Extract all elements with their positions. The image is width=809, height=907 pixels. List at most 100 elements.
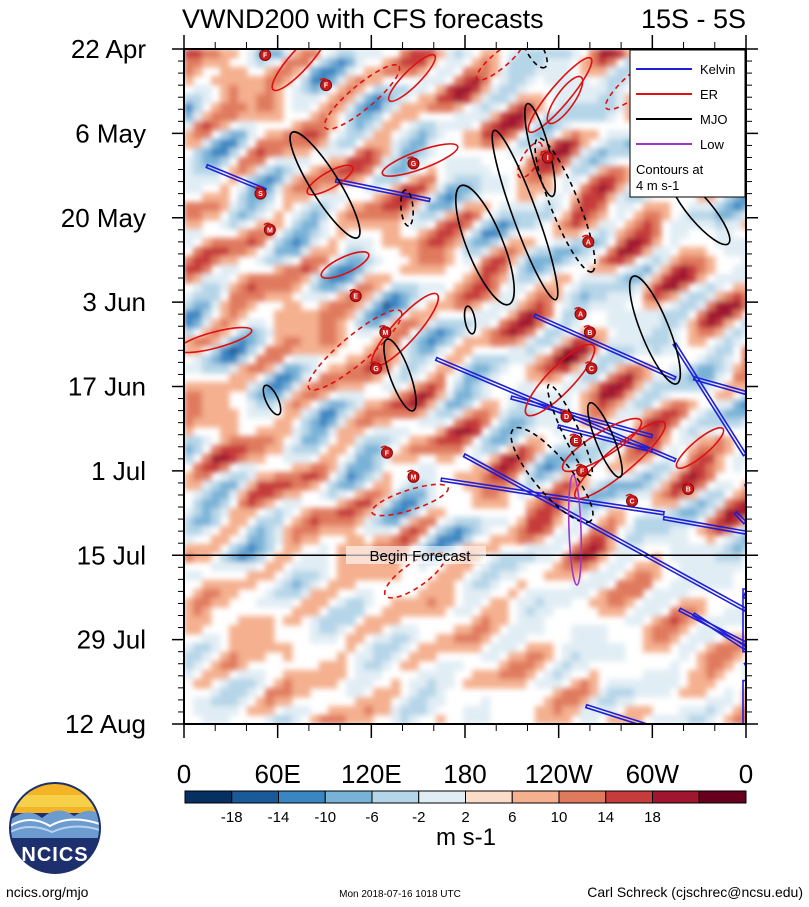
heatmap-cell — [400, 490, 410, 500]
heatmap-cell — [319, 490, 329, 500]
heatmap-cell — [202, 472, 212, 482]
heatmap-cell — [247, 634, 257, 644]
heatmap-cell — [742, 238, 746, 248]
heatmap-cell — [535, 121, 545, 131]
heatmap-cell — [607, 382, 617, 392]
heatmap-cell — [544, 283, 554, 293]
heatmap-cell — [427, 589, 437, 599]
heatmap-cell — [490, 85, 500, 95]
heatmap-cell — [616, 328, 626, 338]
heatmap-cell — [643, 211, 653, 221]
heatmap-cell — [229, 256, 239, 266]
heatmap-cell — [202, 274, 212, 284]
heatmap-cell — [373, 634, 383, 644]
heatmap-cell — [283, 391, 293, 401]
heatmap-cell — [400, 409, 410, 419]
heatmap-cell — [193, 346, 203, 356]
heatmap-cell — [229, 85, 239, 95]
heatmap-cell — [436, 328, 446, 338]
heatmap-cell — [508, 481, 518, 491]
heatmap-cell — [238, 580, 248, 590]
heatmap-cell — [247, 211, 257, 221]
heatmap-cell — [355, 562, 365, 572]
heatmap-cell — [688, 490, 698, 500]
heatmap-cell — [616, 544, 626, 554]
heatmap-cell — [193, 400, 203, 410]
heatmap-cell — [265, 85, 275, 95]
heatmap-cell — [319, 463, 329, 473]
heatmap-cell — [715, 652, 725, 662]
colorbar-box — [184, 790, 233, 804]
heatmap-cell — [490, 562, 500, 572]
heatmap-cell — [436, 391, 446, 401]
heatmap-cell — [265, 643, 275, 653]
heatmap-cell — [301, 94, 311, 104]
heatmap-cell — [328, 283, 338, 293]
heatmap-cell — [310, 85, 320, 95]
heatmap-cell — [220, 445, 230, 455]
heatmap-cell — [184, 391, 194, 401]
heatmap-cell — [202, 58, 212, 68]
heatmap-cell — [544, 49, 554, 59]
heatmap-cell — [706, 508, 716, 518]
heatmap-cell — [247, 490, 257, 500]
heatmap-cell — [319, 283, 329, 293]
heatmap-cell — [706, 616, 716, 626]
heatmap-cell — [220, 274, 230, 284]
heatmap-cell — [454, 607, 464, 617]
heatmap-cell — [310, 391, 320, 401]
heatmap-cell — [472, 166, 482, 176]
heatmap-cell — [220, 652, 230, 662]
heatmap-cell — [427, 598, 437, 608]
heatmap-cell — [184, 265, 194, 275]
heatmap-cell — [184, 508, 194, 518]
heatmap-cell — [625, 373, 635, 383]
heatmap-cell — [202, 157, 212, 167]
heatmap-cell — [382, 229, 392, 239]
heatmap-cell — [247, 319, 257, 329]
heatmap-cell — [562, 274, 572, 284]
heatmap-cell — [580, 202, 590, 212]
heatmap-cell — [382, 697, 392, 707]
heatmap-cell — [364, 76, 374, 86]
heatmap-cell — [454, 391, 464, 401]
heatmap-cell — [544, 256, 554, 266]
heatmap-cell — [292, 274, 302, 284]
heatmap-cell — [211, 58, 221, 68]
heatmap-cell — [229, 553, 239, 563]
heatmap-cell — [643, 679, 653, 689]
heatmap-cell — [535, 130, 545, 140]
heatmap-cell — [211, 715, 221, 724]
heatmap-cell — [247, 157, 257, 167]
heatmap-cell — [328, 58, 338, 68]
heatmap-cell — [490, 445, 500, 455]
heatmap-cell — [301, 589, 311, 599]
heatmap-cell — [643, 400, 653, 410]
heatmap-cell — [373, 256, 383, 266]
heatmap-cell — [589, 571, 599, 581]
heatmap-cell — [481, 121, 491, 131]
heatmap-cell — [598, 607, 608, 617]
heatmap-cell — [499, 265, 509, 275]
footer-url[interactable]: ncics.org/mjo — [6, 884, 89, 900]
heatmap-cell — [562, 499, 572, 509]
heatmap-cell — [346, 94, 356, 104]
heatmap-cell — [535, 103, 545, 113]
heatmap-cell — [616, 274, 626, 284]
heatmap-cell — [598, 265, 608, 275]
heatmap-cell — [463, 85, 473, 95]
heatmap-cell — [616, 382, 626, 392]
heatmap-cell — [373, 571, 383, 581]
heatmap-cell — [544, 418, 554, 428]
heatmap-cell — [472, 409, 482, 419]
heatmap-cell — [337, 481, 347, 491]
heatmap-cell — [472, 130, 482, 140]
heatmap-cell — [724, 364, 734, 374]
heatmap-cell — [265, 481, 275, 491]
heatmap-cell — [436, 121, 446, 131]
heatmap-cell — [202, 508, 212, 518]
heatmap-cell — [292, 247, 302, 257]
heatmap-cell — [526, 616, 536, 626]
heatmap-cell — [229, 445, 239, 455]
heatmap-cell — [553, 661, 563, 671]
